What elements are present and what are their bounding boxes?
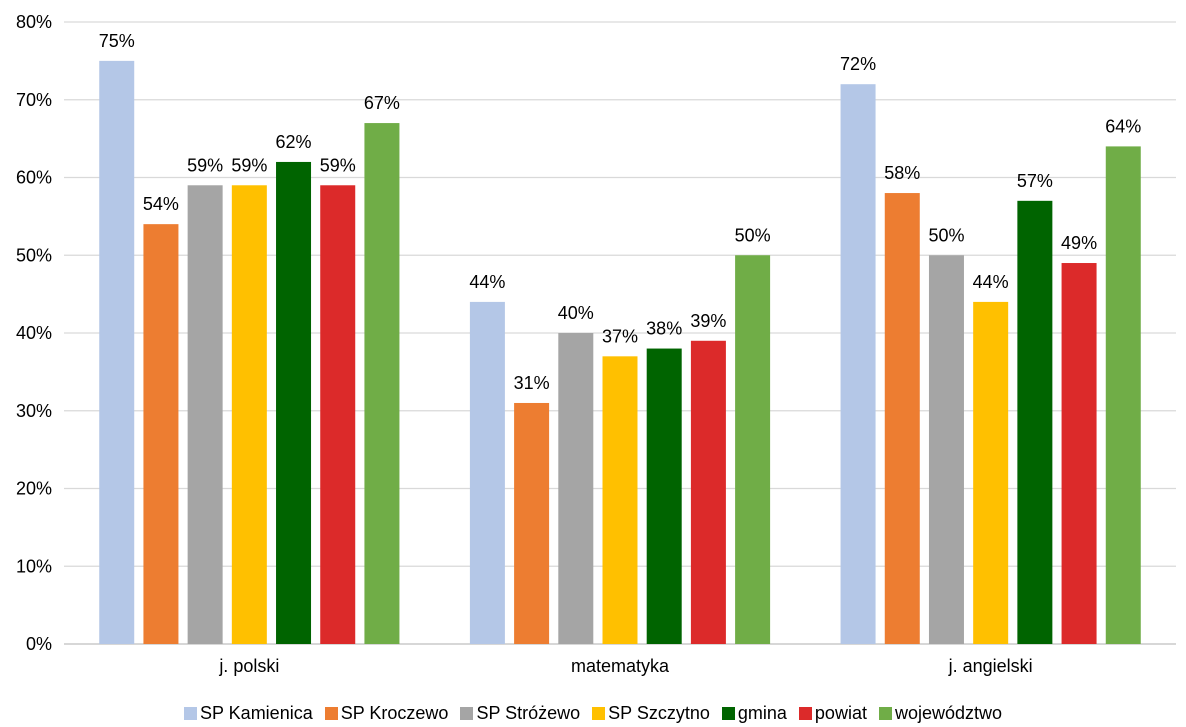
data-label: 37% [602, 326, 638, 346]
category-label: j. polski [218, 656, 279, 676]
data-label: 44% [469, 272, 505, 292]
data-label: 44% [973, 272, 1009, 292]
data-label: 62% [276, 132, 312, 152]
y-tick-label: 0% [26, 634, 52, 654]
x-axis-categories: j. polski matematyka j. angielski [218, 656, 1032, 676]
y-tick-label: 20% [16, 479, 52, 499]
data-labels: 75% 54% 59% 59% 62% 59% 67% 44% 31% 40% 37% 38% 39% 5… [99, 31, 1142, 393]
data-label: 40% [558, 303, 594, 323]
y-tick-label: 30% [16, 401, 52, 421]
bar [1017, 200, 1053, 644]
data-label: 49% [1061, 233, 1097, 253]
bar [973, 301, 1009, 644]
y-tick-label: 50% [16, 245, 52, 265]
y-axis-ticks: 0% 10% 20% 30% 40% 50% 60% 70% 80% [16, 12, 52, 654]
legend-swatch [183, 706, 197, 720]
y-tick-label: 40% [16, 323, 52, 343]
data-label: 50% [928, 225, 964, 245]
category-label: matematyka [571, 656, 670, 676]
legend-label: gmina [737, 703, 787, 723]
category-label: j. angielski [948, 656, 1033, 676]
bar-chart: 0% 10% 20% 30% 40% 50% 60% 70% 80% 75% 54% 59% 59% 6… [16, 12, 1176, 676]
legend-swatch [460, 706, 474, 720]
bar [690, 340, 726, 644]
data-label: 72% [840, 54, 876, 74]
legend-item: SP Kamienica [183, 702, 313, 724]
legend-label: SP Kroczewo [340, 703, 449, 723]
y-tick-label: 80% [16, 12, 52, 32]
legend-item: SP Kroczewo [324, 702, 449, 724]
legend-label: SP Kamienica [199, 703, 313, 723]
legend-item: gmina [721, 702, 787, 724]
bar [514, 402, 550, 644]
bar [320, 185, 356, 644]
bar [1061, 263, 1097, 644]
data-label: 67% [364, 93, 400, 113]
bar [99, 60, 135, 644]
legend-item: powiat [798, 702, 867, 724]
bar [840, 84, 876, 644]
bar [231, 185, 267, 644]
legend-item: województwo [878, 702, 1003, 724]
data-label: 75% [99, 31, 135, 51]
legend-swatch [798, 706, 812, 720]
bar [276, 161, 312, 644]
bar [735, 255, 771, 644]
legend-label: województwo [894, 703, 1003, 723]
data-label: 50% [735, 225, 771, 245]
bar [187, 185, 223, 644]
y-tick-label: 60% [16, 168, 52, 188]
y-tick-label: 70% [16, 90, 52, 110]
y-tick-label: 10% [16, 556, 52, 576]
data-label: 58% [884, 163, 920, 183]
data-label: 54% [143, 194, 179, 214]
bar [646, 348, 682, 644]
data-label: 64% [1105, 116, 1141, 136]
data-label: 59% [320, 155, 356, 175]
legend-item: SP Stróżewo [460, 702, 580, 724]
data-label: 31% [514, 373, 550, 393]
legend-label: powiat [814, 703, 867, 723]
legend-label: SP Stróżewo [476, 703, 581, 723]
bar [602, 356, 638, 644]
bar [884, 193, 920, 645]
bar [1105, 146, 1141, 644]
data-label: 38% [646, 319, 682, 339]
legend-swatch [878, 706, 892, 720]
bar [558, 333, 594, 644]
legend-swatch [721, 706, 735, 720]
legend-swatch [592, 706, 606, 720]
legend-label: SP Szczytno [608, 703, 710, 723]
bar [469, 301, 505, 644]
bar [364, 123, 400, 644]
data-label: 57% [1017, 171, 1053, 191]
bar [143, 224, 179, 644]
bars [99, 60, 1141, 645]
legend: SP Kamienica SP Kroczewo SP Stróżewo SP Szc… [0, 702, 1186, 724]
data-label: 59% [187, 155, 223, 175]
legend-swatch [324, 706, 338, 720]
legend-item: SP Szczytno [592, 702, 710, 724]
data-label: 59% [231, 155, 267, 175]
bar [928, 255, 964, 644]
data-label: 39% [690, 311, 726, 331]
